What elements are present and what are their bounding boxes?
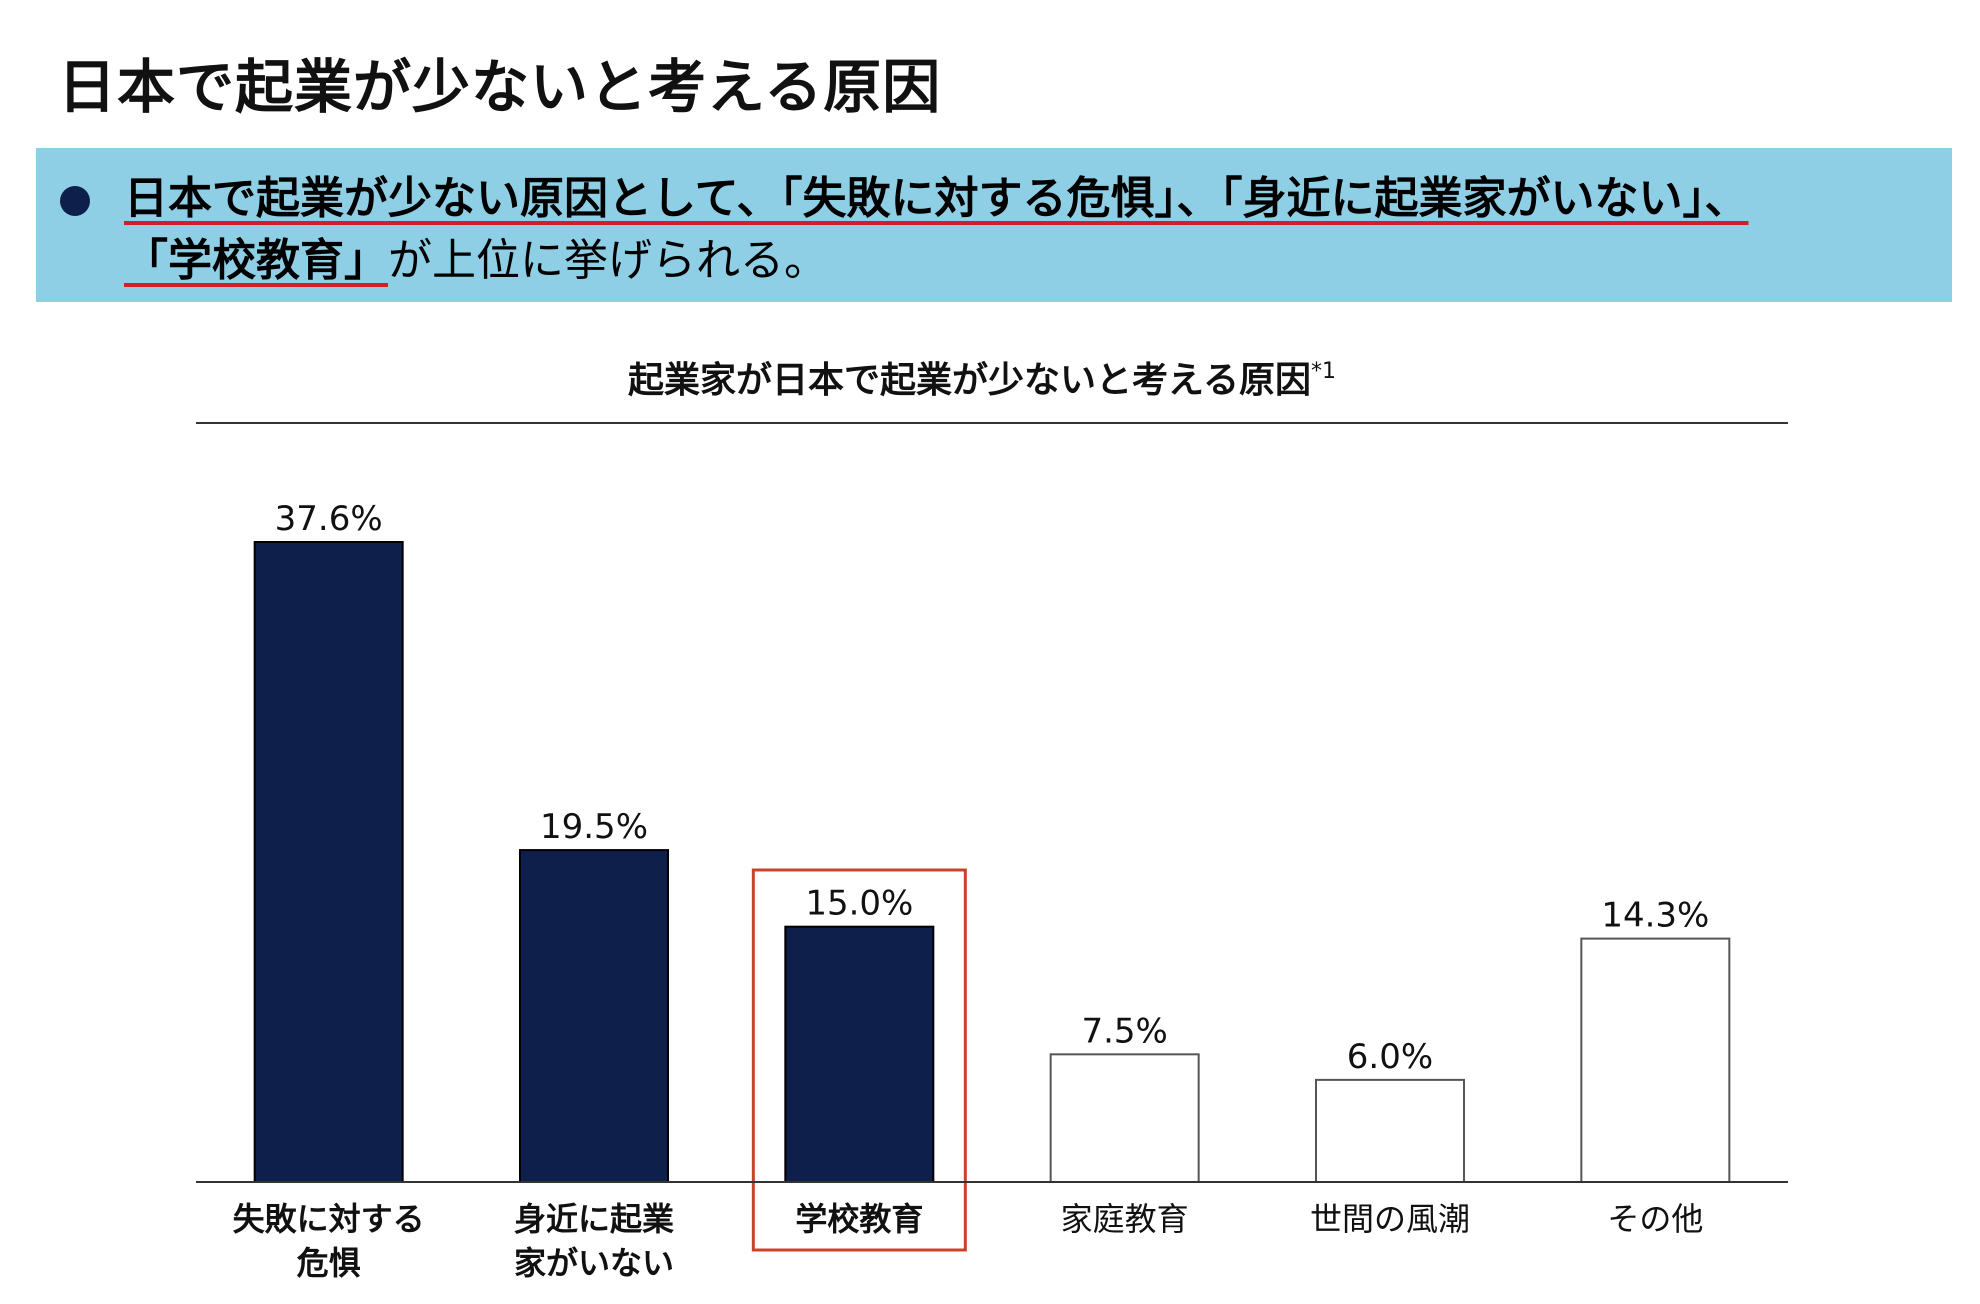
bar-6 [1580,937,1731,1184]
category-label-2-line2: 家がいない [514,1244,674,1282]
value-label-4: 7.5% [1081,1011,1167,1051]
bar-chart: 起業家が日本で起業が少ないと考える原因*1 37.6% 失敗に対する危惧 19.5% 身… [196,359,1788,1282]
category-label-1-line1: 失敗に対する [233,1200,425,1238]
bar-5 [1315,1078,1465,1183]
chart-title: 起業家が日本で起業が少ないと考える原因*1 [628,359,1336,401]
category-label-2-line1: 身近に起業 [514,1200,674,1238]
bullet-icon [60,186,90,216]
bar-1 [253,541,404,1183]
value-label-5: 6.0% [1347,1037,1433,1077]
summary-highlight-line1: 日本で起業が少ない原因として、「失敗に対する危惧」、「身近に起業家がいない」、 [124,173,1749,224]
summary-rest: が上位に挙げられる。 [388,235,828,286]
summary-highlight-line2: 「学校教育」 [124,235,388,286]
value-label-1: 37.6% [275,499,383,539]
bar-3 [784,925,935,1183]
bar-2 [519,849,669,1183]
category-label-6: その他 [1607,1200,1703,1238]
page-title: 日本で起業が少ないと考える原因 [58,53,942,121]
category-label-3: 学校教育 [795,1200,923,1238]
value-label-3: 15.0% [805,884,913,924]
bar-4 [1049,1053,1200,1184]
value-label-2: 19.5% [540,807,648,847]
category-label-1-line2: 危惧 [297,1244,361,1282]
category-label-4: 家庭教育 [1061,1200,1189,1238]
summary-band: 日本で起業が少ない原因として、「失敗に対する危惧」、「身近に起業家がいない」、 … [36,148,1952,302]
category-label-5: 世間の風潮 [1310,1200,1470,1238]
summary-text: 日本で起業が少ない原因として、「失敗に対する危惧」、「身近に起業家がいない」、 … [124,168,1924,292]
highlight-box [751,868,967,1252]
value-label-6: 14.3% [1601,896,1709,936]
